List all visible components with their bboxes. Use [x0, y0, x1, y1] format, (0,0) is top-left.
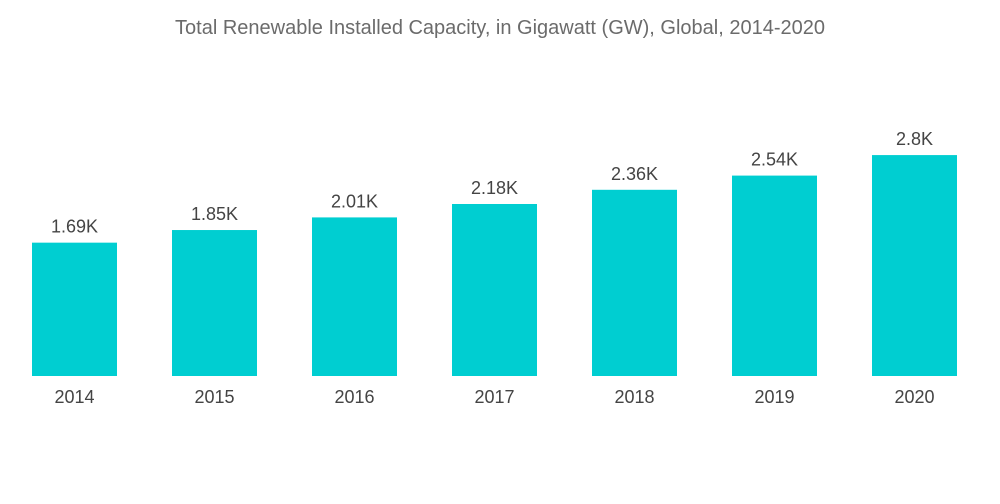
x-tick-label-2014: 2014 — [54, 387, 94, 407]
value-label-2014: 1.69K — [51, 217, 98, 237]
chart-title: Total Renewable Installed Capacity, in G… — [175, 17, 825, 39]
bars-group — [32, 155, 957, 376]
value-label-2015: 1.85K — [191, 204, 238, 224]
value-label-2019: 2.54K — [751, 150, 798, 170]
bar-2015 — [172, 230, 257, 376]
bar-2014 — [32, 242, 117, 376]
bar-2016 — [312, 217, 397, 376]
value-label-2020: 2.8K — [896, 129, 933, 149]
value-label-2016: 2.01K — [331, 191, 378, 211]
value-labels-group: 1.69K 1.85K 2.01K 2.18K 2.36K 2.54K 2.8K — [51, 129, 933, 237]
x-tick-label-2019: 2019 — [754, 387, 794, 407]
value-label-2017: 2.18K — [471, 178, 518, 198]
bar-2018 — [592, 189, 677, 376]
x-tick-label-2017: 2017 — [474, 387, 514, 407]
x-tick-label-2018: 2018 — [614, 387, 654, 407]
x-tick-label-2015: 2015 — [194, 387, 234, 407]
value-label-2018: 2.36K — [611, 164, 658, 184]
x-tick-label-2020: 2020 — [894, 387, 934, 407]
bar-2019 — [732, 175, 817, 376]
bar-2017 — [452, 203, 537, 376]
bar-2020 — [872, 155, 957, 376]
x-tick-label-2016: 2016 — [334, 387, 374, 407]
x-axis-ticks: 2014 2015 2016 2017 2018 2019 2020 — [54, 387, 934, 407]
